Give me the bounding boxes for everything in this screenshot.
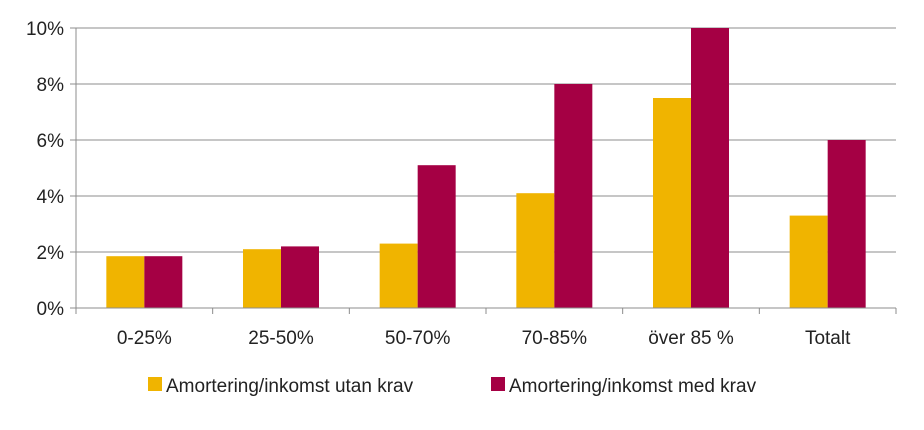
x-category-label: 25-50% xyxy=(248,328,314,349)
bar-utan-krav xyxy=(516,193,555,308)
y-tick-label: 0% xyxy=(37,299,65,320)
legend-label-utan-krav: Amortering/inkomst utan krav xyxy=(166,376,414,397)
bars xyxy=(106,28,866,308)
legend-swatch-med-krav xyxy=(491,377,505,391)
bar-med-krav xyxy=(827,140,866,308)
bar-utan-krav xyxy=(106,256,145,308)
x-category-label: Totalt xyxy=(805,328,851,349)
legend-label-med-krav: Amortering/inkomst med krav xyxy=(509,376,757,397)
y-tick-label: 4% xyxy=(37,187,65,208)
y-tick-label: 8% xyxy=(37,75,65,96)
x-category-label: över 85 % xyxy=(648,328,734,349)
y-tick-label: 6% xyxy=(37,131,65,152)
bar-utan-krav xyxy=(789,215,828,308)
bar-med-krav xyxy=(144,256,183,308)
legend: Amortering/inkomst utan krav Amortering/… xyxy=(148,376,757,397)
bar-med-krav xyxy=(554,84,593,308)
axes xyxy=(75,28,897,314)
y-tick-label: 10% xyxy=(26,19,64,40)
gridlines xyxy=(76,27,896,253)
bar-utan-krav xyxy=(379,243,418,308)
bar-utan-krav xyxy=(243,249,281,308)
x-category-label: 0-25% xyxy=(117,328,172,349)
bar-med-krav xyxy=(417,165,456,308)
y-axis-ticks: 0% 2% 4% 6% 8% 10% xyxy=(26,19,76,320)
x-category-label: 70-85% xyxy=(522,328,588,349)
legend-swatch-utan-krav xyxy=(148,377,162,391)
bar-med-krav xyxy=(691,28,729,308)
x-axis-labels: 0-25% 25-50% 50-70% 70-85% över 85 % Totalt xyxy=(117,328,851,349)
bar-utan-krav xyxy=(653,98,691,308)
y-tick-label: 2% xyxy=(37,243,65,264)
x-category-label: 50-70% xyxy=(385,328,451,349)
bar-med-krav xyxy=(281,246,319,308)
